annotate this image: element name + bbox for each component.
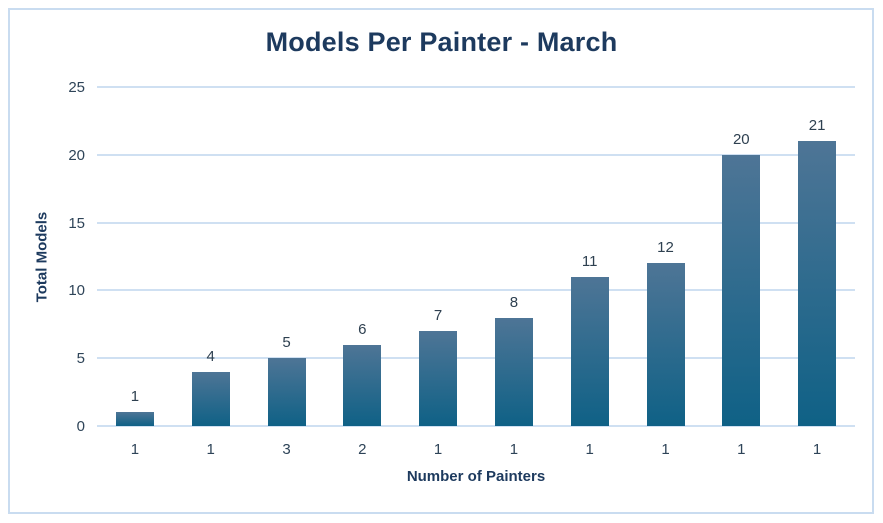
- x-axis-tick-label: 3: [282, 441, 291, 458]
- bar-value-label: 8: [509, 293, 519, 311]
- plot-area: 1 4 5 6 7 8 11 12 20 21: [97, 86, 855, 427]
- bar: [722, 154, 761, 426]
- x-axis-tick-label: 1: [130, 441, 140, 458]
- gridline: [97, 153, 855, 156]
- y-axis-tick-label: 25: [68, 79, 85, 96]
- x-axis-tick-label: 1: [737, 441, 746, 458]
- x-axis-tick-label: 1: [509, 441, 519, 458]
- bar-value-label: 5: [282, 334, 291, 352]
- gridline: [97, 357, 855, 360]
- bar-value-label: 6: [358, 320, 367, 338]
- bar-value-label: 11: [581, 252, 598, 270]
- bar: [191, 371, 230, 426]
- bar-value-label: 7: [433, 307, 443, 325]
- x-axis-tick-label: 1: [585, 441, 594, 458]
- bar-value-label: 4: [206, 347, 215, 365]
- gridline: [97, 86, 855, 88]
- bar: [115, 412, 154, 426]
- bar: [419, 331, 458, 426]
- chart-title: Models Per Painter - March: [265, 27, 618, 57]
- y-axis-tick-label: 10: [68, 282, 85, 300]
- gridline: [97, 289, 855, 292]
- bar: [343, 344, 382, 426]
- x-axis-tick-label: 1: [206, 441, 215, 458]
- x-axis-tick-label: 2: [358, 441, 367, 458]
- y-axis-tick-label: 20: [68, 146, 85, 164]
- y-axis-tick-label: 15: [68, 214, 85, 232]
- bar-value-label: 12: [657, 239, 674, 257]
- x-axis-title: Number of Painters: [406, 468, 546, 485]
- y-axis-tick-label: 0: [76, 418, 85, 435]
- gridline: [97, 221, 855, 224]
- bar: [494, 317, 533, 426]
- bar: [798, 141, 837, 426]
- bar-value-label: 1: [130, 388, 140, 406]
- bar-value-label: 21: [808, 117, 826, 135]
- bar-value-label: 20: [732, 130, 750, 148]
- x-axis-tick-label: 1: [812, 441, 822, 458]
- gridline: [97, 425, 855, 427]
- bar: [267, 358, 306, 426]
- bar: [570, 276, 609, 426]
- y-axis-tick-label: 5: [76, 350, 85, 368]
- x-axis-tick-label: 1: [433, 441, 443, 458]
- x-axis-tick-label: 1: [661, 441, 670, 458]
- bar: [646, 263, 685, 426]
